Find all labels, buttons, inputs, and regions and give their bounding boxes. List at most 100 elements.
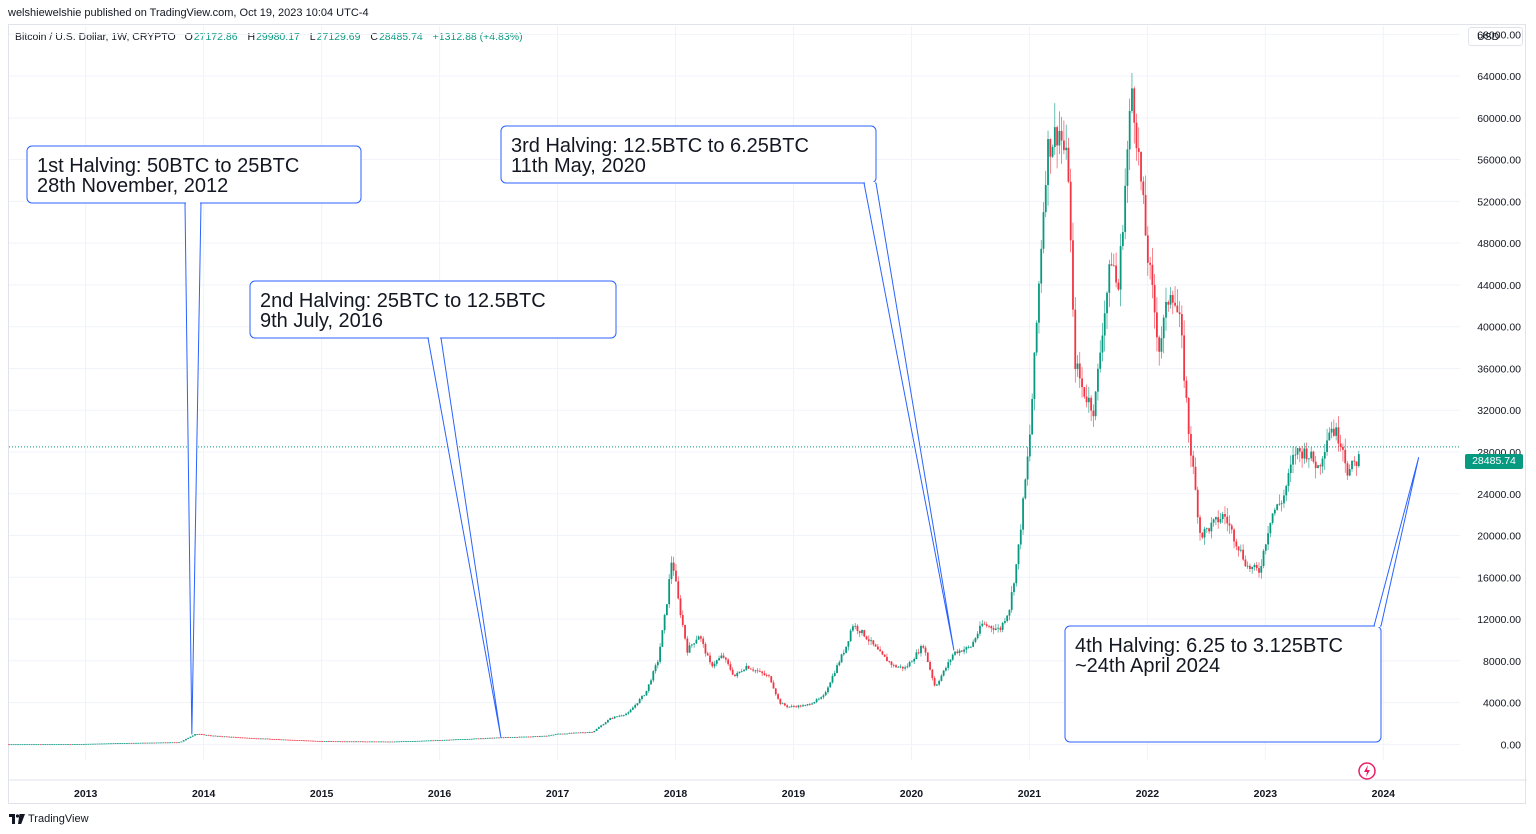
candle-body — [588, 731, 591, 733]
candle-body — [1160, 338, 1163, 352]
candle-body — [389, 741, 392, 743]
chart-panel-border — [8, 24, 1526, 804]
candle-body — [271, 738, 274, 740]
candle-body — [883, 654, 886, 657]
candle-body — [1357, 454, 1360, 467]
candle-body — [1294, 454, 1297, 456]
candle-body — [1212, 519, 1215, 523]
candle-body — [1072, 240, 1074, 310]
candle-body — [813, 702, 816, 704]
lightning-icon[interactable] — [1357, 761, 1377, 786]
candle-body — [572, 732, 575, 734]
candle-body — [268, 738, 271, 740]
candle-body — [756, 670, 759, 672]
candle-body — [1235, 541, 1238, 547]
candle-body — [200, 734, 203, 735]
candle-body — [1249, 565, 1251, 569]
candle-body — [278, 739, 280, 740]
candle-body — [341, 741, 344, 743]
candle-body — [804, 705, 807, 706]
candle-body — [1067, 147, 1070, 182]
candle-body — [135, 742, 137, 744]
candle-body — [729, 664, 732, 670]
candle-body — [275, 739, 278, 740]
candle-body — [715, 660, 718, 664]
candle-body — [439, 740, 441, 741]
candle-body — [779, 698, 782, 704]
time-tick-label: 2019 — [782, 788, 806, 800]
candle-body — [990, 626, 993, 629]
footer-brand[interactable]: TradingView — [9, 813, 89, 825]
candle-body — [405, 741, 407, 742]
candle-body — [42, 744, 44, 746]
callout-box — [500, 125, 877, 184]
candle-body — [727, 659, 730, 665]
candle-body — [1205, 528, 1208, 530]
candle-body — [430, 740, 432, 742]
candle-body — [1339, 443, 1342, 447]
candle-body — [1244, 559, 1247, 567]
candle-body — [155, 742, 158, 744]
candle-body — [212, 735, 215, 737]
price-tick-label: 0.00 — [1501, 739, 1522, 751]
candle-body — [89, 743, 92, 745]
candle-body — [1169, 294, 1172, 305]
candle-body — [162, 742, 165, 744]
candle-body — [1004, 621, 1006, 623]
candle-body — [1208, 528, 1210, 532]
callout-pointer — [863, 182, 955, 651]
candle-body — [988, 625, 990, 627]
candle-body — [1115, 265, 1117, 283]
candle-body — [1262, 550, 1265, 567]
candle-body — [591, 731, 593, 733]
candle-body — [96, 743, 99, 745]
candle-body — [28, 744, 31, 746]
candle-body — [922, 646, 925, 648]
candle-body — [670, 562, 673, 580]
candle-body — [1053, 127, 1056, 148]
candle-body — [339, 741, 342, 743]
candle-body — [895, 665, 897, 668]
currency-button[interactable]: USD — [1468, 27, 1523, 46]
candle-body — [1308, 458, 1310, 460]
candle-body — [1283, 495, 1285, 504]
candle-body — [1183, 335, 1186, 381]
candle-body — [92, 743, 94, 745]
candle-body — [1239, 549, 1242, 551]
candle-body — [690, 644, 693, 646]
candle-body — [230, 736, 233, 738]
price-tick-label: 12000.00 — [1477, 614, 1521, 626]
candle-body — [541, 735, 544, 737]
candle-body — [1201, 532, 1204, 538]
candle-body — [1351, 460, 1353, 470]
candle-body — [39, 744, 42, 746]
candle-body — [350, 741, 353, 743]
candle-body — [210, 735, 212, 737]
candle-body — [672, 562, 675, 571]
candle-body — [1042, 212, 1045, 249]
price-tick-label: 36000.00 — [1477, 363, 1521, 375]
candle-body — [1019, 529, 1022, 545]
candle-body — [618, 715, 621, 717]
candle-body — [1253, 564, 1256, 567]
candle-body — [1285, 485, 1288, 496]
candle-body — [1246, 565, 1249, 567]
candle-body — [500, 737, 503, 739]
candle-body — [380, 741, 382, 743]
candle-body — [62, 744, 65, 746]
candle-body — [1185, 380, 1188, 398]
candle-body — [557, 733, 559, 735]
candle-body — [1038, 283, 1040, 323]
candle-body — [854, 625, 857, 627]
candle-body — [94, 743, 97, 745]
candle-body — [1112, 265, 1115, 267]
candle-body — [1092, 410, 1095, 417]
candle-body — [334, 741, 337, 743]
candle-body — [1298, 448, 1301, 452]
candle-body — [393, 741, 396, 743]
candle-body — [364, 741, 367, 743]
candle-body — [119, 743, 122, 744]
